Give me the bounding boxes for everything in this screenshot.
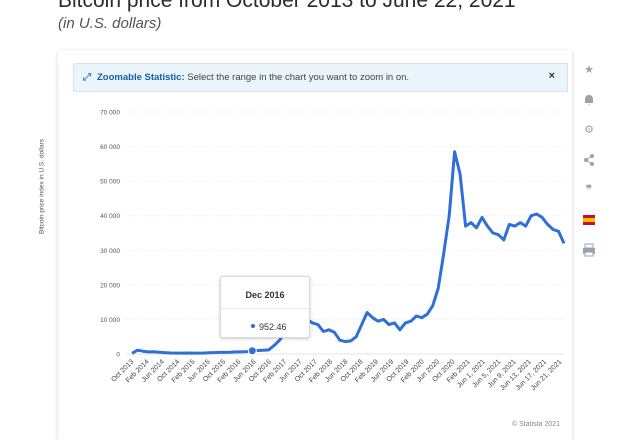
page-subtitle: (in U.S. dollars) <box>58 15 162 32</box>
y-tick-label: 50 000 <box>100 179 120 186</box>
price-line-chart[interactable]: 0 10 000 20 000 30 000 40 000 50 000 60 000 70 … <box>0 0 624 428</box>
y-tick-label: 0 <box>116 352 120 359</box>
tooltip-series-dot <box>251 324 255 328</box>
star-icon[interactable]: ★ <box>584 64 594 76</box>
gear-icon[interactable]: ⚙ <box>584 124 594 136</box>
y-tick-label: 10 000 <box>100 317 120 324</box>
flag-icon[interactable] <box>577 208 601 232</box>
series-line[interactable] <box>131 150 566 355</box>
close-icon[interactable]: × <box>548 70 555 82</box>
tooltip-date: Dec 2016 <box>245 290 285 300</box>
wand-icon: ⤢ <box>83 72 91 83</box>
highlighted-data-point[interactable] <box>247 346 257 356</box>
zoom-banner-text: Select the range in the chart you want t… <box>184 72 410 83</box>
print-icon[interactable] <box>577 238 601 262</box>
y-tick-label: 40 000 <box>100 213 120 220</box>
chart-card <box>58 50 572 440</box>
tooltip-value: 952.46 <box>259 322 287 332</box>
y-tick-label: 20 000 <box>100 282 120 289</box>
y-tick-label: 60 000 <box>100 144 120 151</box>
bell-icon[interactable] <box>577 88 601 112</box>
quote-icon[interactable]: ❞ <box>586 184 592 196</box>
share-icon[interactable] <box>577 148 601 172</box>
zoom-banner-label: Zoomable Statistic: <box>97 72 185 83</box>
zoom-banner: ⤢ Zoomable Statistic: Select the range i… <box>73 63 568 92</box>
page-title: Bitcoin price from October 2013 to June … <box>58 0 516 12</box>
copyright-footer: © Statista 2021 <box>512 421 560 428</box>
y-tick-label: 30 000 <box>100 248 120 255</box>
chart-tooltip: Dec 2016 952.46 <box>220 276 310 338</box>
y-tick-label: 70 000 <box>100 110 120 117</box>
